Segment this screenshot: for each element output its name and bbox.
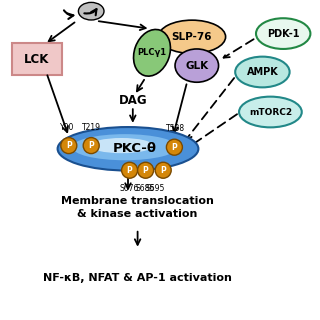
Text: LCK: LCK — [24, 53, 50, 66]
FancyBboxPatch shape — [12, 43, 62, 75]
Circle shape — [83, 138, 99, 154]
Circle shape — [138, 162, 154, 178]
Text: T538: T538 — [166, 124, 186, 133]
Text: PLCγ1: PLCγ1 — [137, 48, 167, 57]
Text: P: P — [127, 166, 132, 175]
Text: S676: S676 — [120, 184, 139, 193]
Ellipse shape — [158, 20, 226, 53]
Circle shape — [122, 162, 138, 178]
Text: AMPK: AMPK — [246, 67, 278, 77]
Ellipse shape — [133, 29, 171, 76]
Ellipse shape — [90, 138, 153, 153]
Text: P: P — [66, 141, 72, 150]
Text: P: P — [172, 143, 177, 152]
Text: DAG: DAG — [118, 94, 147, 107]
Ellipse shape — [72, 134, 178, 160]
Ellipse shape — [256, 18, 310, 49]
Circle shape — [155, 162, 171, 178]
Text: Y90: Y90 — [60, 123, 74, 132]
Text: P: P — [160, 166, 166, 175]
Text: T219: T219 — [82, 123, 101, 132]
Text: P: P — [88, 141, 94, 150]
Text: S695: S695 — [145, 184, 165, 193]
Text: GLK: GLK — [185, 60, 208, 71]
Text: mTORC2: mTORC2 — [249, 108, 292, 116]
Text: & kinase activation: & kinase activation — [77, 209, 198, 220]
Ellipse shape — [239, 97, 302, 127]
Text: PKC-θ: PKC-θ — [112, 142, 156, 155]
Ellipse shape — [175, 49, 219, 82]
Ellipse shape — [78, 3, 104, 20]
Ellipse shape — [58, 127, 198, 171]
Circle shape — [61, 138, 77, 154]
Circle shape — [166, 139, 182, 155]
Text: P: P — [143, 166, 148, 175]
Text: PDK-1: PDK-1 — [267, 28, 300, 39]
Text: Membrane translocation: Membrane translocation — [61, 196, 214, 206]
Ellipse shape — [235, 57, 290, 87]
Text: S685: S685 — [136, 184, 155, 193]
Text: NF-κB, NFAT & AP-1 activation: NF-κB, NFAT & AP-1 activation — [43, 273, 232, 284]
Text: SLP-76: SLP-76 — [172, 32, 212, 42]
